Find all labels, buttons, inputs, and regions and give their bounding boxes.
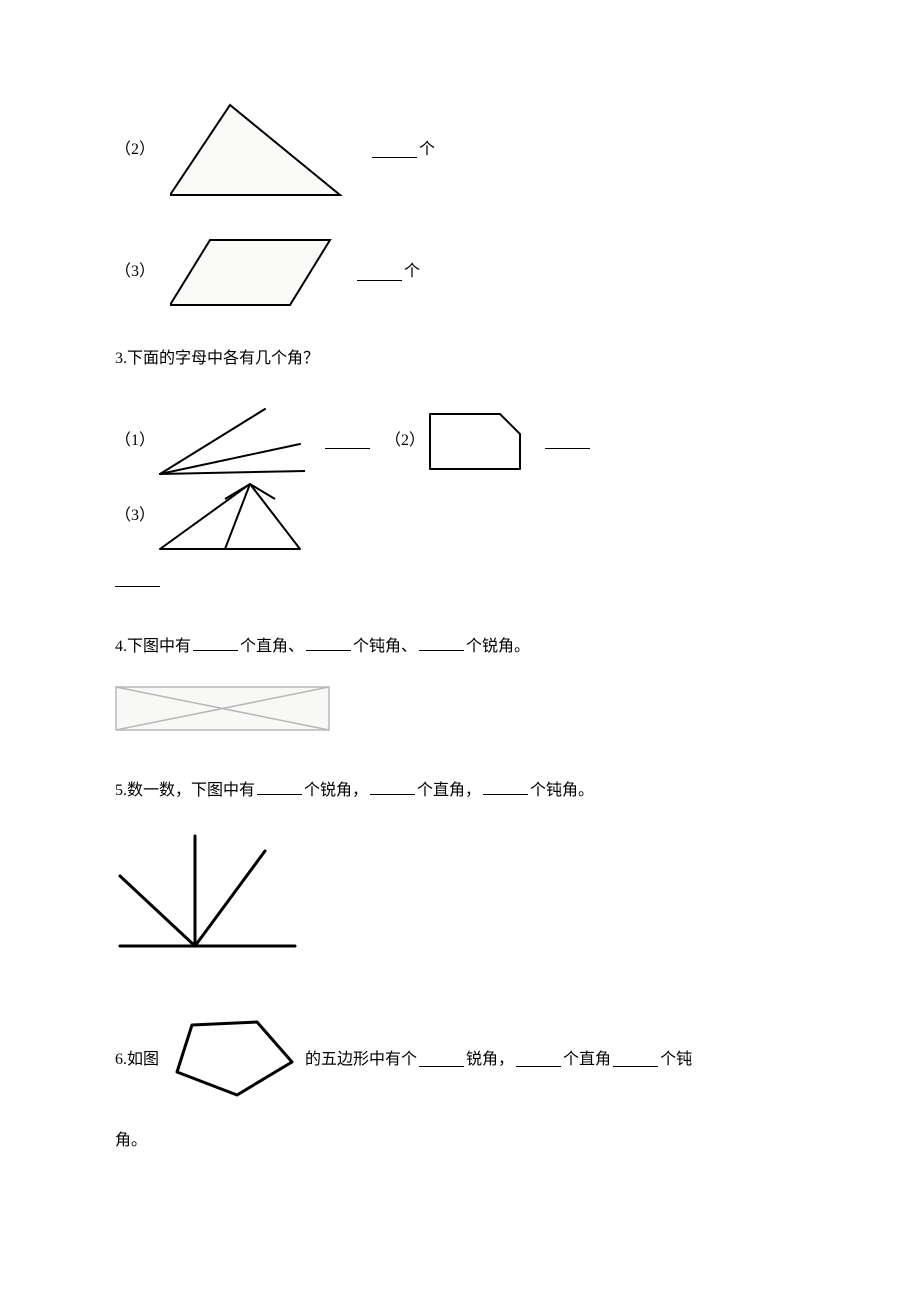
triangle-figure [170,100,350,200]
q5-blank2 [370,779,415,795]
q6-p2: 个直角 [563,1042,611,1077]
q3-title: 3.下面的字母中各有几个角？ [115,345,805,374]
angle-fan-figure [155,404,305,479]
q6-suffix-line: 角。 [115,1127,805,1156]
q4-p2: 个钝角、 [353,638,417,655]
q3shape-suffix: 个 [404,258,420,287]
q6-p0: 的五边形中有个 [305,1042,417,1077]
rect-x-figure [115,686,330,731]
q3-item3-label: （3） [115,502,155,531]
q2-label: （2） [115,136,155,165]
question-3shape-row: （3） 个 [115,235,805,310]
q3-item-3: （3） [115,479,325,554]
pentagon-figure [167,1017,297,1102]
q6-row: 6.如图 的五边形中有个 锐角， 个直角 个钝 [115,1017,805,1102]
q3-item1-blank [325,433,370,449]
q6-p3: 个钝 [660,1042,692,1077]
triangle-inner-figure [155,479,305,554]
q4-blank2 [306,635,351,651]
q3-item1-label: （1） [115,427,155,456]
q5-text: 5.数一数，下图中有 个锐角， 个直角， 个钝角。 [115,777,805,806]
question-2-row: （2） 个 [115,100,805,200]
q6-blank1 [419,1051,464,1067]
q6-p1: 锐角， [466,1042,514,1077]
q6-blank3 [613,1051,658,1067]
q3shape-label: （3） [115,258,155,287]
q5-p2: 个直角， [417,782,481,799]
q4-blank1 [193,635,238,651]
q4-p1: 个直角、 [240,638,304,655]
q2-suffix: 个 [419,136,435,165]
q6-prefix: 6.如图 [115,1042,159,1077]
q4-text: 4.下图中有 个直角、 个钝角、 个锐角。 [115,633,805,662]
q5-blank1 [257,779,302,795]
q3-item3-blank [115,571,160,587]
cut-rect-figure [425,409,525,474]
q5-p1: 个锐角， [304,782,368,799]
q6-blank2 [516,1051,561,1067]
q3-item2-label: （2） [385,427,425,456]
q5-p3: 个钝角。 [530,782,594,799]
q3-item2-blank [545,433,590,449]
q4-p3: 个锐角。 [466,638,530,655]
q3-items-row: （1） （2） （3） [115,404,805,554]
q3-item-2: （2） [385,409,590,474]
q3shape-blank [357,265,402,281]
q5-p0: 5.数一数，下图中有 [115,782,255,799]
q2-blank [372,142,417,158]
q4-p0: 4.下图中有 [115,638,191,655]
rays-figure [115,831,300,951]
q5-blank3 [483,779,528,795]
q4-blank3 [419,635,464,651]
q3-item-1: （1） [115,404,370,479]
q3-trailing-blank-row [115,569,805,598]
parallelogram-figure [170,235,335,310]
